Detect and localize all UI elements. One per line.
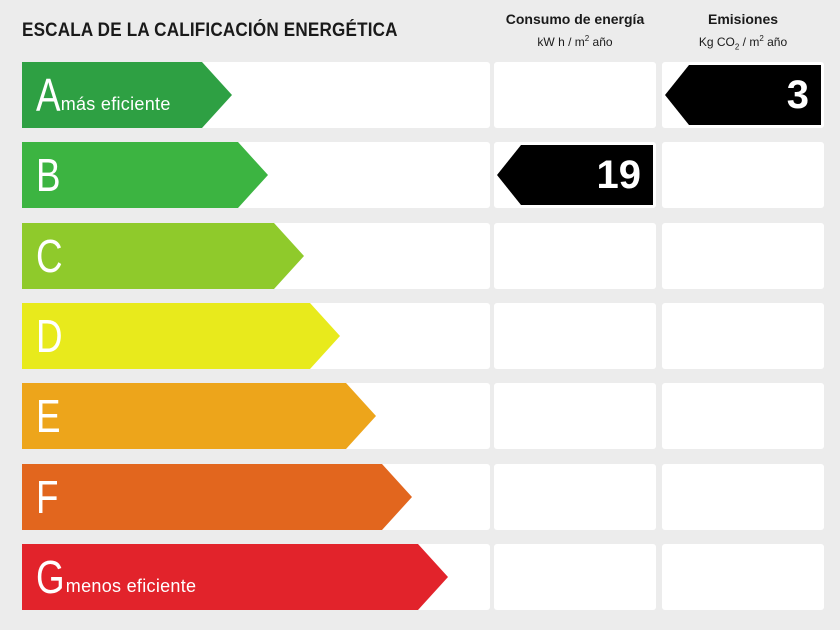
rating-letter: D [36,310,63,362]
consumo-cell-a [494,62,656,128]
rating-arrow-f: F [22,464,412,530]
column-title-emisiones: Emisiones [707,11,779,27]
rating-letter: B [36,149,61,201]
emisiones-cell-f [662,464,824,530]
rating-letter: E [36,390,61,442]
emisiones-cell-b [662,142,824,208]
rating-arrow-b: B [22,142,268,208]
rating-letter: A [36,69,61,121]
consumo-cell-g [494,544,656,610]
rating-note: menos eficiente [65,575,197,596]
column-unit-emisiones: Kg CO2 / m2 año [698,34,788,52]
column-title-consumo: Consumo de energía [505,11,645,27]
rating-arrow-d: D [22,303,340,369]
emisiones-cell-g [662,544,824,610]
emisiones-cell-c [662,223,824,289]
page-title: ESCALA DE LA CALIFICACIÓN ENERGÉTICA [22,20,398,41]
emisiones-cell-e [662,383,824,449]
consumo-value-badge: 19 [497,145,653,205]
consumo-cell-e [494,383,656,449]
consumo-cell-c [494,223,656,289]
rating-arrow-e: E [22,383,376,449]
column-header-consumo: Consumo de energía kW h / m2 año [494,10,656,52]
rating-letter: F [36,471,59,523]
column-unit-consumo: kW h / m2 año [537,34,613,49]
consumo-cell-d [494,303,656,369]
rating-arrow-c: C [22,223,304,289]
consumo-cell-f [494,464,656,530]
column-header-emisiones: Emisiones Kg CO2 / m2 año [662,10,824,56]
rating-note: más eficiente [60,93,171,114]
rating-letter: C [36,230,63,282]
rating-letter: G [36,551,65,603]
emisiones-cell-d [662,303,824,369]
emisiones-value-badge: 3 [665,65,821,125]
